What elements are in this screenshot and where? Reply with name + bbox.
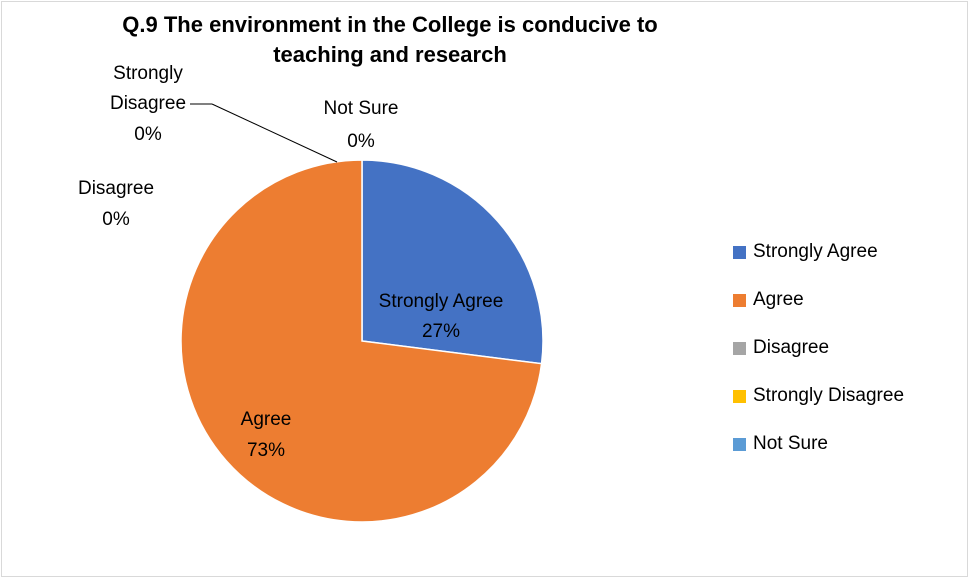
legend-item-not-sure: Not Sure <box>733 420 904 468</box>
legend-swatch <box>733 437 746 451</box>
legend-label: Not Sure <box>753 433 828 454</box>
data-label-value-disagree: 0% <box>102 209 130 230</box>
legend-label: Agree <box>753 289 804 310</box>
data-label-value-not-sure: 0% <box>347 131 375 152</box>
legend-label: Strongly Agree <box>753 241 878 262</box>
data-label-name-agree: Agree <box>241 409 292 430</box>
legend-item-strongly-agree: Strongly Agree <box>733 228 904 276</box>
data-label-name-not-sure: Not Sure <box>324 98 399 119</box>
legend-label: Strongly Disagree <box>753 385 905 406</box>
data-label-name-strongly-agree: Strongly Agree <box>379 291 504 312</box>
chart-title: Q.9 The environment in the College is co… <box>122 12 658 67</box>
data-label-name-disagree: Disagree <box>78 178 154 199</box>
data-label-value-agree: 73% <box>247 440 285 461</box>
legend: Strongly Agree Agree Disagree Strongly D… <box>733 228 904 468</box>
data-label-name-strongly-disagree: Disagree <box>110 93 186 114</box>
pie-slice-agree <box>180 159 543 523</box>
pie-slice-strongly-agree <box>361 159 544 365</box>
legend-item-agree: Agree <box>733 276 904 324</box>
legend-item-disagree: Disagree <box>733 324 904 372</box>
legend-swatch <box>733 245 746 259</box>
data-label-value-strongly-disagree: 0% <box>134 124 162 145</box>
legend-swatch <box>733 341 746 355</box>
data-label-name-strongly-disagree: Strongly <box>113 63 183 84</box>
legend-label: Disagree <box>753 337 830 358</box>
legend-swatch <box>733 293 746 307</box>
legend-swatch <box>733 389 746 403</box>
legend-item-strongly-disagree: Strongly Disagree <box>733 372 904 420</box>
leader-line-segment <box>211 103 338 163</box>
data-label-value-strongly-agree: 27% <box>422 321 460 342</box>
